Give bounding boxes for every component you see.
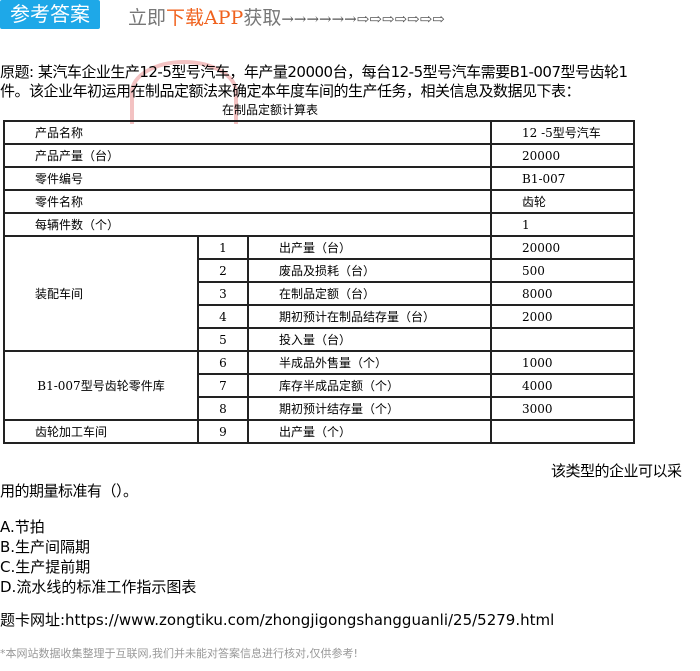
table-row: 产品名称 12 -5型号汽车 [3,120,635,145]
row-value: 20000 [490,143,635,168]
arrow-icons: →→→→→→⇨⇨⇨⇨⇨⇨⇨ [281,10,445,28]
download-prefix: 立即 [128,7,167,29]
row-value: 3000 [490,396,635,421]
wip-quota-table: 产品名称 12 -5型号汽车 产品产量（台） 20000 零件编号 B1-007 零件名称齿… [3,120,635,444]
reference-answer-button[interactable]: 参考答案 [0,0,100,29]
table-row: 产品产量（台） 20000 [3,143,635,168]
row-item: 投入量（台） [247,327,492,352]
row-value: 1000 [490,350,635,375]
table-row: 4 期初预计在制品结存量（台） 2000 [4,304,635,329]
table-row: 3 在制品定额（台） 8000 [4,281,635,306]
watermark-stamp [130,60,238,124]
table-row: 零件编号 B1-007 [3,166,635,191]
row-number: 6 [197,350,249,375]
table-row: 零件名称 齿轮 [3,189,635,214]
table-row: 8 期初预计结存量（个） 3000 [4,396,635,421]
question-after-table: 该类型的企业可以采 [551,462,682,480]
question-line-1: 原题: 某汽车企业生产12-5型号汽车，年产量20000台，每台12-5型号汽车… [0,63,628,81]
row-label: 产品产量（台） [3,143,492,168]
group-name: 齿轮加工车间 [3,419,199,444]
option-c[interactable]: C.生产提前期 [0,558,91,576]
row-label: 零件名称 [3,189,492,214]
group-name: 装配车间 [3,235,199,352]
question-line-2: 件。该企业年初运用在制品定额法来确定本年度车间的生产任务，相关信息及数据见下表： [0,82,581,100]
row-number: 7 [197,373,249,398]
row-number: 8 [197,396,249,421]
row-value: 20000 [490,235,635,260]
row-label: 产品名称 [3,120,492,145]
row-value: 500 [490,258,635,283]
row-value: 8000 [490,281,635,306]
download-app-link[interactable]: 立即下载APP获取→→→→→→⇨⇨⇨⇨⇨⇨⇨ [128,3,445,30]
row-item: 半成品外售量（个） [247,350,492,375]
group-name: B1-007型号齿轮零件库 [3,350,199,421]
row-item: 出产量（个） [247,419,492,444]
table-row: 每辆件数（个） 1 [3,212,635,237]
download-suffix: 获取 [243,7,282,29]
row-number: 9 [197,419,249,444]
option-a[interactable]: A.节拍 [0,518,45,536]
row-value: 2000 [490,304,635,329]
row-number: 4 [197,304,249,329]
download-highlight: 下载APP [166,7,244,29]
row-label: 零件编号 [3,166,492,191]
row-item: 在制品定额（台） [247,281,492,306]
row-value: B1-007 [490,166,635,191]
row-number: 3 [197,281,249,306]
row-value [490,419,635,444]
row-number: 1 [197,235,249,260]
row-item: 期初预计结存量（个） [247,396,492,421]
row-value: 1 [490,212,635,237]
row-item: 废品及损耗（台） [247,258,492,283]
row-number: 5 [197,327,249,352]
question-line-3: 用的期量标准有（）。 [0,482,138,500]
row-item: 期初预计在制品结存量（台） [247,304,492,329]
table-row: 5 投入量（台） [4,327,635,352]
option-b[interactable]: B.生产间隔期 [0,538,91,556]
row-value: 齿轮 [490,189,635,214]
table-row: 装配车间 1 出产量（台） 20000 [3,235,635,352]
row-number: 2 [197,258,249,283]
source-url[interactable]: 题卡网址:https://www.zongtiku.com/zhongjigon… [0,611,555,629]
row-value: 4000 [490,373,635,398]
table-row: 7 库存半成品定额（个） 4000 [4,373,635,398]
table-caption: 在制品定额计算表 [222,103,319,117]
row-item: 出产量（台） [247,235,492,260]
row-value: 12 -5型号汽车 [490,120,635,145]
table-row: 2 废品及损耗（台） 500 [4,258,635,283]
row-item: 库存半成品定额（个） [247,373,492,398]
option-d[interactable]: D.流水线的标准工作指示图表 [0,578,197,596]
disclaimer-footer: *本网站数据收集整理于互联网,我们并未能对答案信息进行核对,仅供参考! [0,647,358,660]
table-row: B1-007型号齿轮零件库 6 半成品外售量（个） 1000 [3,350,635,421]
table-row: 齿轮加工车间 9 出产量（个） [3,419,635,444]
row-value [490,327,635,352]
row-label: 每辆件数（个） [3,212,492,237]
